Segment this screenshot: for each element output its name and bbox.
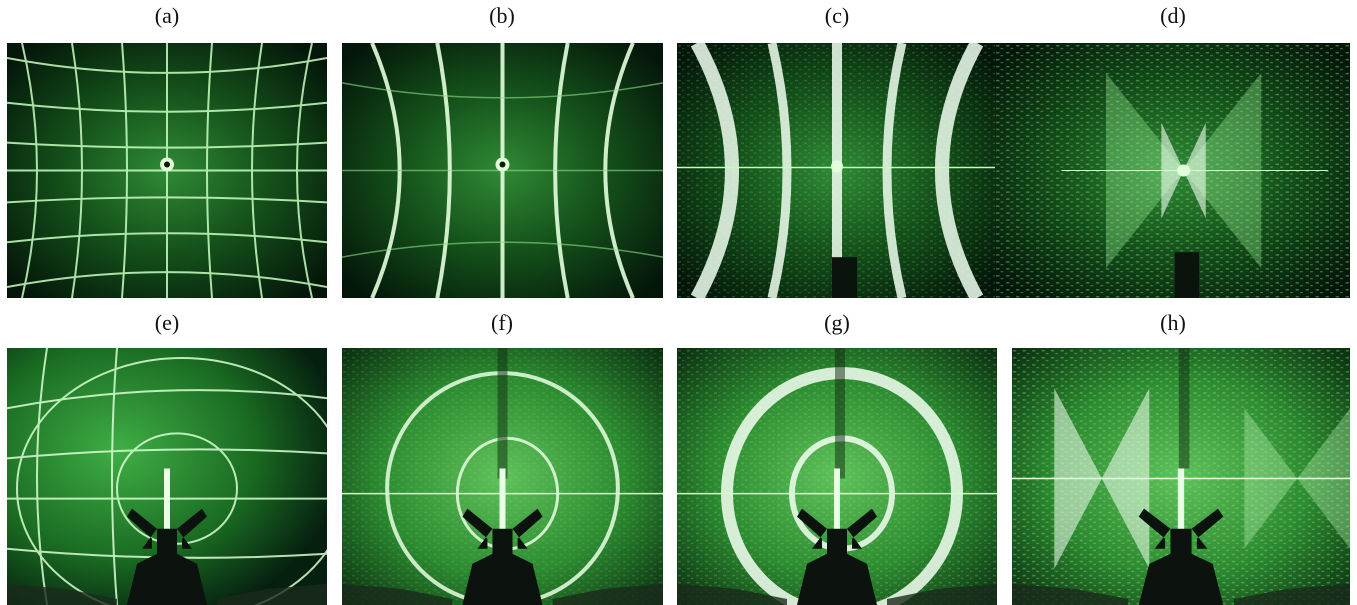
photo [7,43,327,298]
panel-label: (h) [1160,310,1186,335]
panel-label: (g) [824,310,850,335]
photo [995,43,1350,298]
photo [342,348,663,605]
photo [342,43,663,298]
pattern-shape [499,162,505,168]
pattern-shape [835,348,845,479]
pattern-shape [1177,165,1190,177]
figure: (a) (b) (c) (d) (e) (f) (g) (h) [0,0,1357,605]
panel-label: (d) [1160,3,1186,28]
panel-label: (a) [155,3,179,28]
page: (a) (b) (c) (d) (e) (f) (g) (h) [0,0,1357,605]
photo [1012,348,1350,605]
panel-label: (c) [825,3,849,28]
pattern-shape [1179,348,1190,468]
panel-label: (b) [489,3,515,28]
pattern-shape [497,348,507,479]
panel-label: (e) [155,310,179,335]
panel-label: (f) [491,310,513,335]
photo [677,43,997,298]
pattern-shape [832,257,857,298]
pattern-shape [164,162,170,168]
photo [677,348,997,605]
pattern-shape [831,161,843,173]
pattern-shape [1175,252,1199,298]
photo [7,348,347,605]
